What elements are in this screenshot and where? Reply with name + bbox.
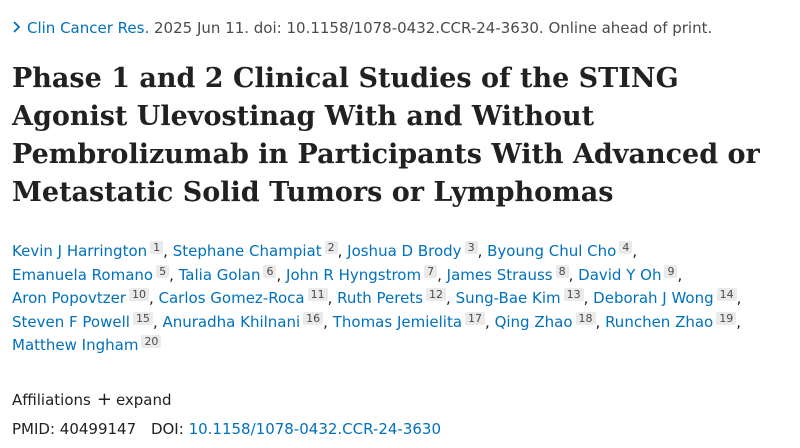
chevron-right-icon[interactable] [12, 21, 21, 37]
plus-icon: + [96, 389, 112, 410]
identifiers: PMID: 40499147 DOI: 10.1158/1078-0432.CC… [12, 420, 441, 438]
author-separator: , [583, 289, 594, 307]
author-item: John R Hyngstrom 7 [286, 264, 438, 284]
affiliation-number-badge[interactable]: 10 [128, 288, 149, 301]
author-item: Aron Popovtzer 10 [12, 288, 149, 307]
author-name-link[interactable]: Thomas Jemielita [332, 312, 463, 331]
authors-list: Kevin J Harrington 1, Stephane Champiat 2,… [12, 240, 782, 358]
affiliation-number-badge[interactable]: 2 [324, 241, 338, 254]
author-name-link[interactable]: Deborah J Wong [593, 289, 714, 307]
affiliation-number-badge[interactable]: 16 [303, 311, 324, 325]
author-name-link[interactable]: Stephane Champiat [172, 242, 322, 260]
affiliation-number-badge[interactable]: 7 [424, 264, 438, 278]
author-separator: , [327, 289, 338, 307]
affiliation-number-badge[interactable]: 19 [716, 311, 737, 325]
author-item: Carlos Gomez-Roca 11 [158, 288, 328, 307]
author-name-link[interactable]: James Strauss [446, 265, 553, 284]
author-item: Qing Zhao 18 [494, 311, 596, 331]
author-name-link[interactable]: Sung-Bae Kim [455, 289, 561, 307]
author-item: Kevin J Harrington 1 [12, 241, 164, 260]
author-separator: , [736, 312, 742, 331]
author-item: Deborah J Wong 14 [593, 288, 737, 307]
pmid-value: 40499147 [59, 420, 137, 438]
author-name-link[interactable]: Talia Golan [178, 265, 261, 284]
author-item: Matthew Ingham 20 [12, 335, 162, 354]
author-item: Stephane Champiat 2 [172, 241, 338, 260]
author-separator: , [276, 265, 287, 284]
author-separator: , [477, 242, 488, 260]
author-name-link[interactable]: Carlos Gomez-Roca [158, 289, 305, 307]
affiliation-number-badge[interactable]: 1 [150, 241, 164, 254]
author-item: Sung-Bae Kim 13 [455, 288, 584, 307]
citation-line: Clin Cancer Res. 2025 Jun 11. doi: 10.11… [12, 19, 712, 37]
author-item: James Strauss 8 [446, 264, 569, 284]
affiliation-number-badge[interactable]: 13 [563, 288, 584, 301]
author-separator: , [148, 289, 159, 307]
author-item: Ruth Perets 12 [337, 288, 447, 307]
affiliations-toggle[interactable]: Affiliations + expand [12, 389, 172, 410]
author-item: Byoung Chul Cho 4 [487, 241, 633, 260]
affiliation-number-badge[interactable]: 18 [575, 311, 596, 325]
author-separator: , [152, 312, 163, 331]
author-item: Steven F Powell 15 [12, 311, 153, 331]
author-separator: , [437, 265, 447, 284]
author-separator: , [163, 242, 173, 260]
author-separator: , [677, 265, 683, 284]
author-name-link[interactable]: Runchen Zhao [605, 312, 714, 331]
author-separator: , [337, 242, 348, 260]
author-separator: , [446, 289, 456, 307]
author-item: Talia Golan 6 [178, 264, 277, 284]
author-separator: , [169, 265, 179, 284]
pmid-label: PMID: [12, 420, 56, 438]
author-separator: , [632, 242, 638, 260]
affiliation-number-badge[interactable]: 3 [464, 241, 478, 254]
author-item: Emanuela Romano 5 [12, 264, 170, 284]
affiliation-number-badge[interactable]: 20 [141, 335, 162, 348]
affiliation-number-badge[interactable]: 12 [426, 288, 447, 301]
affiliation-number-badge[interactable]: 9 [664, 264, 678, 278]
affiliation-number-badge[interactable]: 4 [619, 241, 633, 254]
doi-link[interactable]: 10.1158/1078-0432.CCR-24-3630 [188, 420, 442, 438]
author-item: David Y Oh 9 [578, 264, 678, 284]
author-name-link[interactable]: Qing Zhao [494, 312, 573, 331]
affiliation-number-badge[interactable]: 8 [555, 264, 569, 278]
affiliation-number-badge[interactable]: 15 [132, 311, 153, 325]
author-name-link[interactable]: Kevin J Harrington [12, 242, 148, 260]
author-name-link[interactable]: David Y Oh [578, 265, 662, 284]
author-name-link[interactable]: Emanuela Romano [12, 265, 154, 284]
author-name-link[interactable]: Byoung Chul Cho [487, 242, 617, 260]
author-name-link[interactable]: Anuradha Khilnani [162, 312, 301, 331]
article-title: Phase 1 and 2 Clinical Studies of the ST… [12, 63, 760, 208]
author-separator: , [485, 312, 495, 331]
author-name-link[interactable]: Aron Popovtzer [12, 289, 126, 307]
journal-link[interactable]: Clin Cancer Res. [27, 19, 150, 37]
doi-label: DOI: [150, 420, 184, 438]
author-separator: , [595, 312, 606, 331]
citation-details: 2025 Jun 11. doi: 10.1158/1078-0432.CCR-… [149, 19, 713, 37]
affiliation-number-badge[interactable]: 11 [307, 288, 328, 301]
author-name-link[interactable]: John R Hyngstrom [286, 265, 422, 284]
author-name-link[interactable]: Joshua D Brody [347, 242, 462, 260]
author-item: Anuradha Khilnani 16 [162, 311, 324, 331]
author-separator: , [736, 289, 742, 307]
author-separator: , [568, 265, 579, 284]
author-item: Runchen Zhao 19 [605, 311, 737, 331]
affiliation-number-badge[interactable]: 17 [465, 311, 486, 325]
author-name-link[interactable]: Matthew Ingham [12, 336, 139, 354]
author-item: Joshua D Brody 3 [347, 241, 478, 260]
author-name-link[interactable]: Steven F Powell [12, 312, 130, 331]
author-item: Thomas Jemielita 17 [332, 311, 486, 331]
author-name-link[interactable]: Ruth Perets [337, 289, 424, 307]
affiliation-number-badge[interactable]: 6 [263, 264, 277, 278]
expand-label: expand [115, 391, 172, 409]
affiliation-number-badge[interactable]: 5 [156, 264, 170, 278]
affiliation-number-badge[interactable]: 14 [716, 288, 737, 301]
affiliations-label: Affiliations [12, 391, 91, 409]
author-separator: , [323, 312, 333, 331]
